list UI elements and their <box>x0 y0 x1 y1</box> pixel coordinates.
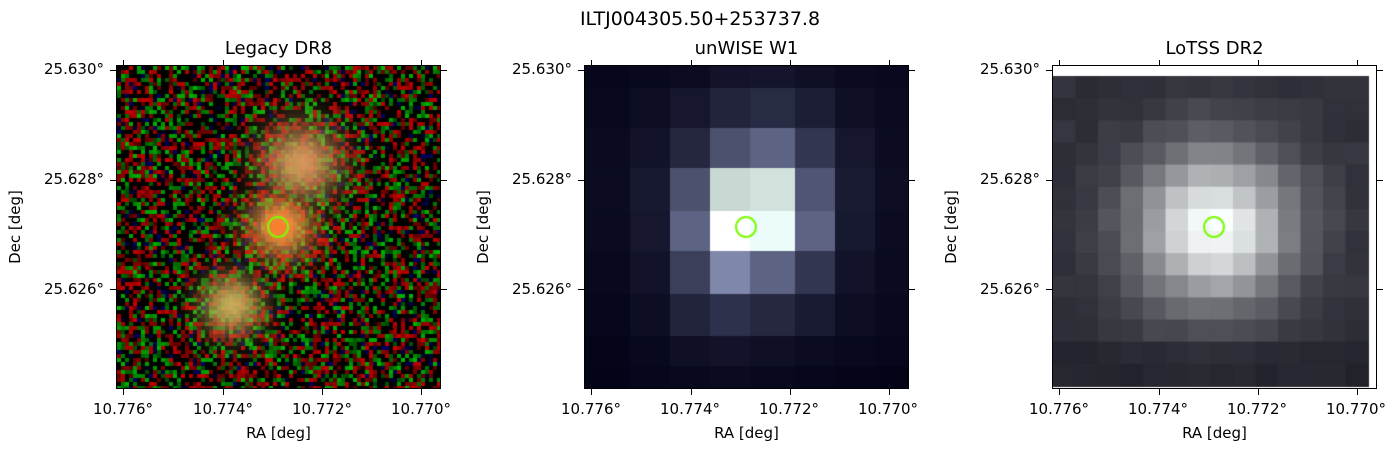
x-tick-mark <box>691 389 692 395</box>
y-tick-mark <box>110 289 116 290</box>
x-tick-mark <box>322 60 323 66</box>
y-tick-mark <box>1377 70 1383 71</box>
x-tick-mark <box>1357 389 1358 395</box>
image-lotss-dr2 <box>1052 65 1377 389</box>
x-tick-label: 10.770° <box>1326 400 1386 418</box>
x-tick-mark <box>591 60 592 66</box>
y-tick-mark <box>578 70 584 71</box>
y-tick-mark <box>441 180 447 181</box>
x-tick-label: 10.772° <box>292 400 352 418</box>
legacy-rgb-image <box>117 66 440 388</box>
y-tick-label: 25.630° <box>44 60 104 78</box>
image-legacy-dr8 <box>116 65 441 389</box>
x-tick-mark <box>1258 389 1259 395</box>
x-tick-mark <box>421 60 422 66</box>
panel-title: Legacy DR8 <box>224 38 333 59</box>
y-tick-mark <box>110 180 116 181</box>
y-tick-mark <box>909 289 915 290</box>
x-tick-mark <box>123 389 124 395</box>
y-axis-label: Dec [deg] <box>5 190 24 264</box>
y-tick-label: 25.628° <box>44 170 104 188</box>
y-tick-mark <box>441 289 447 290</box>
y-tick-mark <box>441 70 447 71</box>
y-tick-mark <box>909 70 915 71</box>
x-tick-label: 10.774° <box>1128 400 1188 418</box>
y-tick-label: 25.626° <box>980 280 1040 298</box>
y-tick-mark <box>1377 180 1383 181</box>
x-axis-label: RA [deg] <box>714 424 779 442</box>
y-tick-label: 25.626° <box>512 280 572 298</box>
y-tick-mark <box>1046 289 1052 290</box>
x-tick-mark <box>1159 60 1160 66</box>
x-tick-mark <box>1159 389 1160 395</box>
panel-title: unWISE W1 <box>694 38 799 59</box>
x-tick-mark <box>691 60 692 66</box>
x-tick-label: 10.774° <box>193 400 253 418</box>
y-tick-mark <box>578 180 584 181</box>
x-tick-mark <box>1258 60 1259 66</box>
y-tick-label: 25.630° <box>980 60 1040 78</box>
x-tick-label: 10.774° <box>660 400 720 418</box>
x-tick-label: 10.772° <box>1227 400 1287 418</box>
x-tick-label: 10.772° <box>759 400 819 418</box>
y-tick-label: 25.626° <box>44 280 104 298</box>
x-tick-mark <box>790 389 791 395</box>
x-tick-mark <box>223 389 224 395</box>
x-tick-label: 10.776° <box>1029 400 1089 418</box>
x-tick-label: 10.776° <box>93 400 153 418</box>
y-tick-label: 25.630° <box>512 60 572 78</box>
y-tick-mark <box>1046 180 1052 181</box>
y-tick-mark <box>1046 70 1052 71</box>
x-axis-label: RA [deg] <box>1182 424 1247 442</box>
x-tick-label: 10.770° <box>858 400 918 418</box>
x-tick-label: 10.770° <box>391 400 451 418</box>
y-axis-label: Dec [deg] <box>941 190 960 264</box>
x-axis-label: RA [deg] <box>246 424 311 442</box>
image-unwise-w1 <box>584 65 909 389</box>
y-tick-label: 25.628° <box>980 170 1040 188</box>
x-tick-mark <box>1059 389 1060 395</box>
panel-title: LoTSS DR2 <box>1165 38 1264 59</box>
x-tick-mark <box>790 60 791 66</box>
y-tick-label: 25.628° <box>512 170 572 188</box>
x-tick-label: 10.776° <box>561 400 621 418</box>
x-tick-mark <box>421 389 422 395</box>
x-tick-mark <box>123 60 124 66</box>
y-tick-mark <box>110 70 116 71</box>
x-tick-mark <box>591 389 592 395</box>
y-tick-mark <box>578 289 584 290</box>
x-tick-mark <box>1059 60 1060 66</box>
x-tick-mark <box>1357 60 1358 66</box>
x-tick-mark <box>223 60 224 66</box>
x-tick-mark <box>889 389 890 395</box>
figure-title: ILTJ004305.50+253737.8 <box>579 8 821 30</box>
y-axis-label: Dec [deg] <box>473 190 492 264</box>
x-tick-mark <box>322 389 323 395</box>
lotss-image <box>1053 66 1376 388</box>
unwise-image <box>585 66 908 388</box>
x-tick-mark <box>889 60 890 66</box>
y-tick-mark <box>1377 289 1383 290</box>
y-tick-mark <box>909 180 915 181</box>
